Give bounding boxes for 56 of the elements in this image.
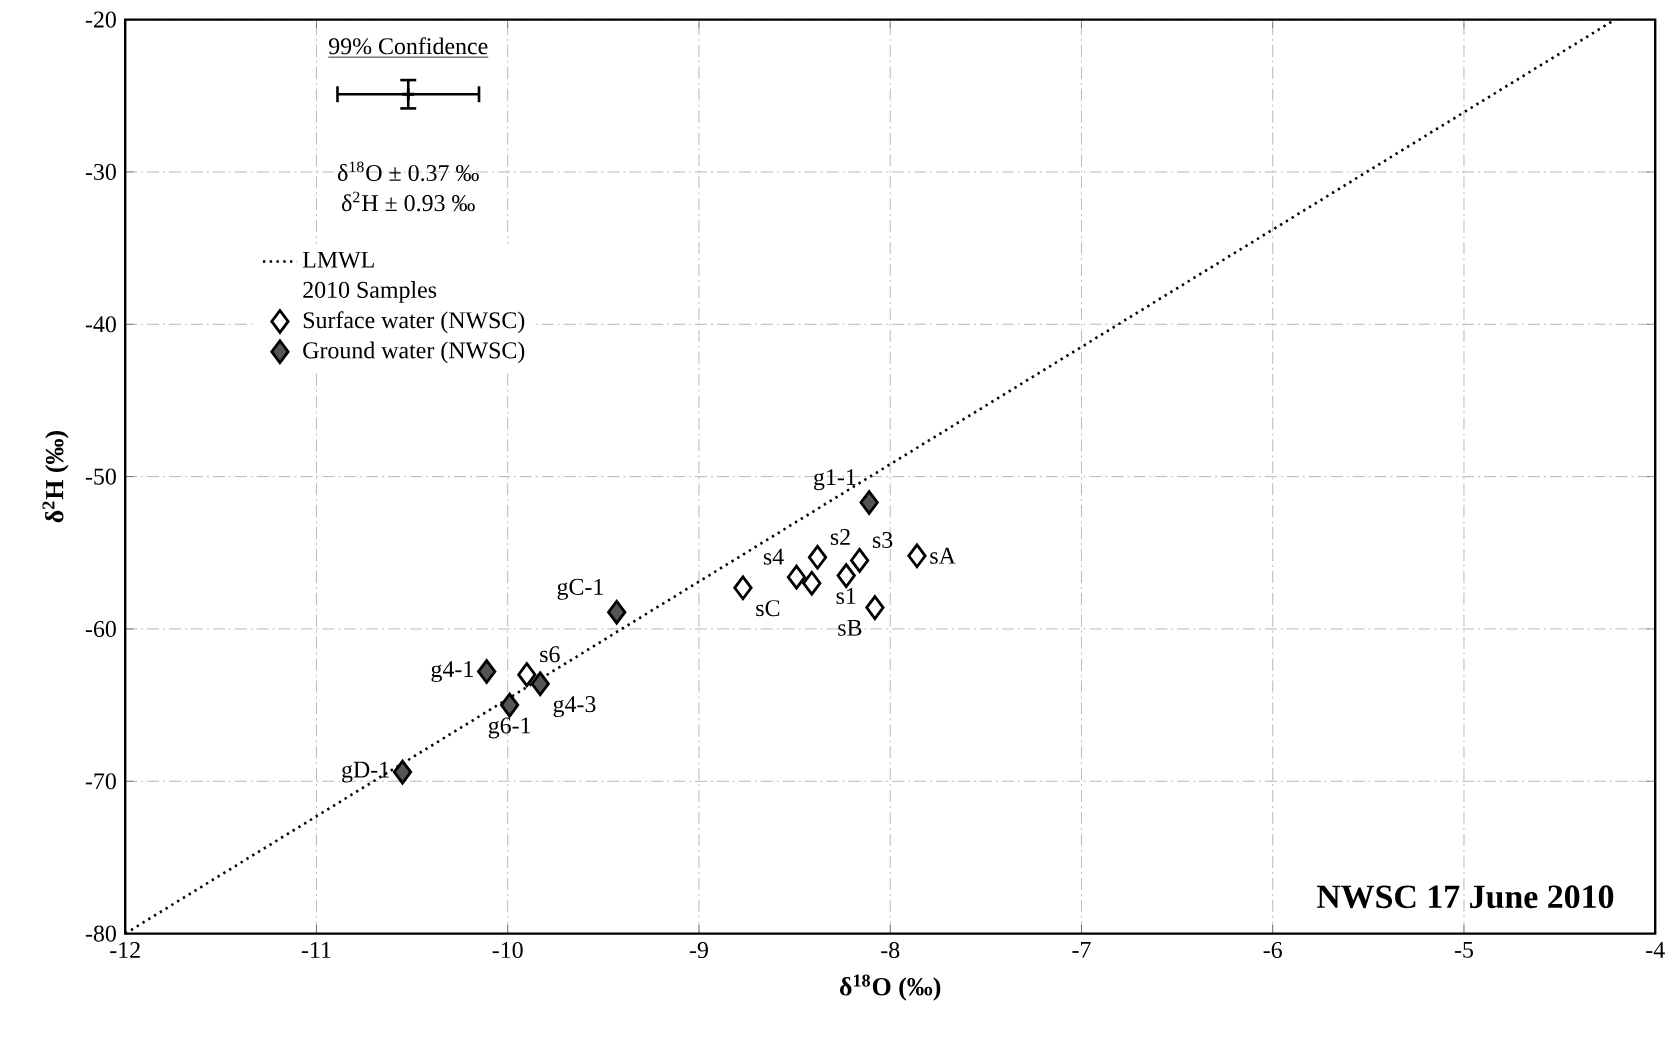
annotation: s2 (830, 528, 850, 545)
annotation: NWSC 17 June 2010 (1316, 885, 1614, 909)
point (530, 671, 550, 697)
y-tick-label: -40 (85, 316, 116, 333)
y-tick-label: -20 (85, 11, 116, 28)
y-tick-label: -70 (85, 773, 116, 790)
point (392, 759, 413, 785)
x-tick-label: -5 (1454, 941, 1473, 958)
point (733, 575, 753, 601)
legend-label: LMWL (302, 251, 374, 268)
annotation: s4 (763, 548, 784, 565)
annotation: sC (756, 600, 780, 617)
point (500, 692, 520, 718)
y-tick-label: -30 (85, 163, 116, 180)
annotation: gD-1 (342, 761, 389, 783)
annotation: δ$^{18}$O ± 0.37 ‰ (338, 161, 479, 182)
point (607, 599, 627, 625)
x-tick-label: -7 (1072, 941, 1091, 958)
annotation: g6-1 (488, 717, 531, 739)
annotation: s6 (540, 646, 560, 663)
point (849, 548, 870, 573)
annotation: s1 (836, 587, 856, 604)
point (907, 543, 927, 569)
x-tick-label: -9 (689, 941, 708, 959)
point (786, 564, 807, 590)
y-tick-label: -50 (85, 468, 116, 485)
point (802, 570, 822, 596)
point (865, 595, 885, 620)
point (477, 659, 497, 684)
x-axis-title: δ$^{18}$O (‰) (839, 974, 941, 1001)
x-tick-label: -4 (1646, 941, 1665, 958)
legend-label: Surface water (NWSC) (303, 311, 525, 334)
annotation: gC-1 (557, 578, 603, 600)
legend-label: Ground water (NWSC) (303, 341, 525, 364)
x-tick-label: -10 (492, 941, 523, 959)
x-tick-label: -6 (1263, 941, 1282, 959)
point (400, 86, 416, 102)
annotation: δ$^{2}$H ± 0.93 ‰ (342, 191, 475, 212)
annotation: sB (838, 619, 862, 636)
annotation: g4-3 (553, 696, 596, 718)
annotation: s3 (872, 531, 893, 549)
y-axis-title: δ$^{2}$H (‰) (42, 431, 69, 523)
x-tick-label: -12 (110, 941, 140, 958)
point (807, 544, 828, 570)
y-tick-label: -80 (85, 925, 116, 942)
x-tick-label: -8 (881, 941, 900, 959)
legend-title: 2010 Samples (303, 281, 437, 303)
point (859, 490, 879, 515)
annotation: g1-1 (814, 469, 856, 491)
annotation: 99% Confidence (329, 37, 488, 55)
annotation: g4-1 (431, 661, 473, 683)
x-tick-label: -11 (301, 941, 331, 958)
annotation: sA (930, 547, 956, 564)
point (836, 563, 856, 588)
y-tick-label: -60 (85, 620, 116, 637)
point (517, 662, 537, 687)
